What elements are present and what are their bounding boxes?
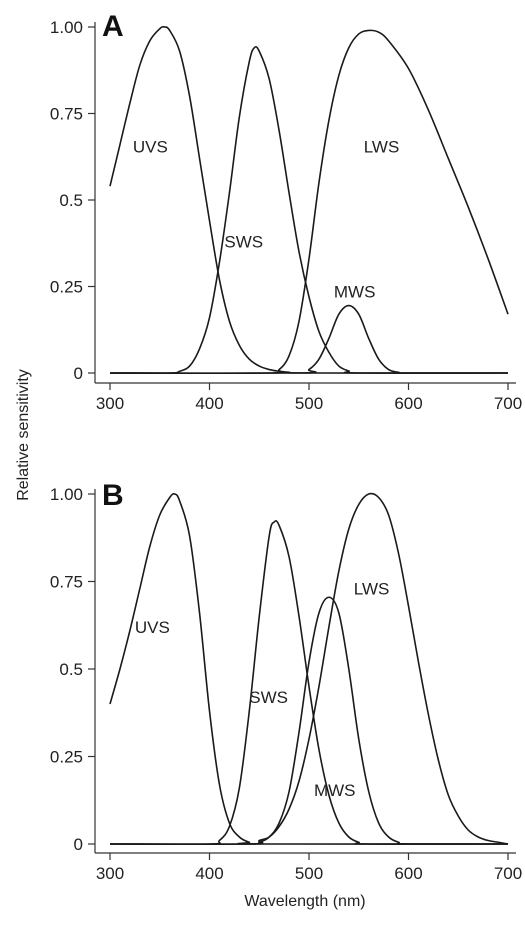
y-tick-label: 0.75 xyxy=(50,573,83,592)
panel-letter-b: B xyxy=(102,479,124,512)
series-line-sws xyxy=(109,520,509,846)
x-tick-label: 400 xyxy=(195,864,223,883)
series-line-sws xyxy=(109,45,509,374)
x-tick-label: 400 xyxy=(195,394,223,413)
y-tick-label: 0.25 xyxy=(50,748,83,767)
x-tick-label: 600 xyxy=(394,394,422,413)
series-line-uvs xyxy=(109,493,509,845)
series-label-sws: SWS xyxy=(249,688,288,707)
y-tick-label: 0 xyxy=(74,364,83,383)
series-line-lws xyxy=(109,492,509,846)
x-tick-label: 300 xyxy=(96,394,124,413)
series-line-mws xyxy=(109,304,509,375)
y-tick-label: 1.00 xyxy=(50,485,83,504)
panel-letter-a: A xyxy=(102,10,124,43)
x-tick-label: 700 xyxy=(494,864,522,883)
series-label-mws: MWS xyxy=(334,283,376,302)
series-line-lws xyxy=(109,29,509,375)
y-tick-label: 0 xyxy=(74,835,83,854)
panel-a: A 0 0.25 0.5 0.75 1.00 300 400 500 600 700 UVS SWS LW… xyxy=(50,10,522,413)
y-tick-label: 0.75 xyxy=(50,105,83,124)
y-axis-title: Relative sensitivity xyxy=(15,369,32,501)
series-line-uvs xyxy=(109,26,509,374)
series-label-uvs: UVS xyxy=(133,137,168,156)
y-tick-label: 1.00 xyxy=(50,18,83,37)
series-label-mws: MWS xyxy=(314,781,356,800)
y-tick-label: 0.5 xyxy=(59,660,83,679)
x-tick-label: 500 xyxy=(295,864,323,883)
y-tick-label: 0.5 xyxy=(59,191,83,210)
series-label-sws: SWS xyxy=(224,233,263,252)
x-tick-label: 500 xyxy=(295,394,323,413)
series-label-lws: LWS xyxy=(354,580,390,599)
y-tick-label: 0.25 xyxy=(50,278,83,297)
x-tick-label: 600 xyxy=(394,864,422,883)
x-tick-label: 700 xyxy=(494,394,522,413)
series-label-uvs: UVS xyxy=(135,618,170,637)
x-axis-title: Wavelength (nm) xyxy=(244,893,365,910)
panel-b: B 0 0.25 0.5 0.75 1.00 300 400 500 600 700 UVS SWS MW… xyxy=(50,479,522,883)
x-tick-label: 300 xyxy=(96,864,124,883)
series-label-lws: LWS xyxy=(364,137,400,156)
